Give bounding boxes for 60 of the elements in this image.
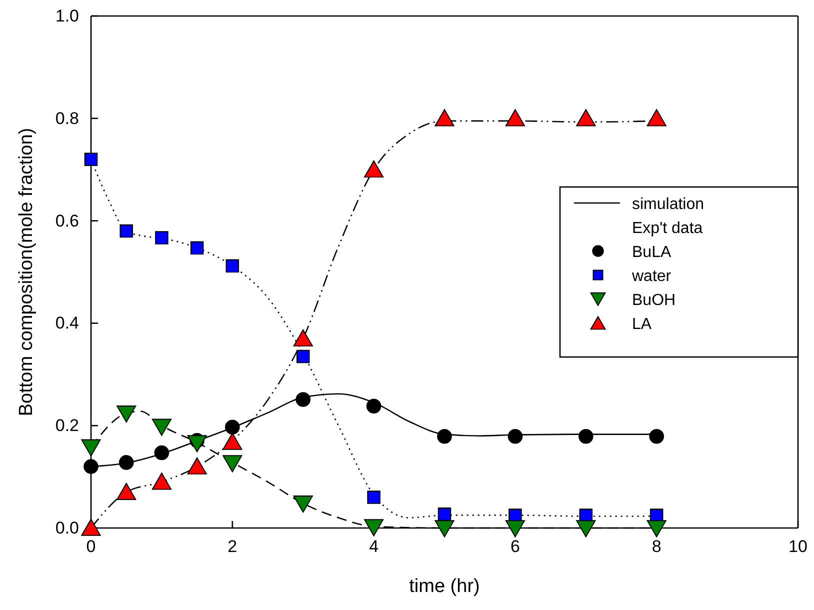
legend-label: BuLA: [632, 244, 672, 261]
legend-label: simulation: [632, 196, 704, 213]
x-tick-label: 10: [788, 537, 808, 556]
point: [646, 520, 666, 538]
point: [190, 241, 204, 255]
point: [293, 496, 313, 513]
y-tick-label: 0.0: [55, 518, 79, 538]
point: [367, 490, 380, 504]
point: [434, 520, 454, 538]
point: [224, 420, 240, 435]
y-tick-label: 0.2: [55, 416, 79, 436]
point: [364, 519, 384, 536]
point: [576, 109, 596, 126]
point: [296, 392, 311, 407]
point: [222, 432, 242, 450]
point: [116, 482, 136, 500]
point: [222, 455, 242, 472]
point: [508, 428, 523, 444]
legend-title: Exp't data: [632, 220, 703, 237]
x-axis-title: time (hr): [409, 576, 480, 597]
point: [505, 109, 526, 126]
point: [293, 329, 313, 346]
legend-label: BuOH: [632, 292, 676, 309]
point: [84, 152, 98, 166]
x-tick-label: 4: [369, 537, 379, 556]
point: [152, 472, 172, 490]
point: [187, 457, 207, 474]
point: [152, 418, 172, 436]
legend-label: LA: [632, 316, 652, 333]
x-tick-label: 2: [228, 537, 238, 556]
point: [81, 518, 101, 536]
point: [120, 224, 133, 238]
y-tick-label: 0.4: [55, 314, 79, 333]
point: [81, 439, 101, 456]
point: [84, 459, 98, 474]
point: [649, 428, 664, 444]
point: [434, 109, 454, 126]
point: [578, 428, 594, 444]
point: [187, 435, 207, 452]
point: [646, 109, 666, 126]
point: [154, 445, 170, 460]
point: [155, 231, 168, 244]
y-tick-label: 0.6: [55, 211, 79, 230]
y-tick-label: 1.0: [55, 6, 79, 26]
point: [118, 455, 134, 470]
point: [296, 350, 310, 364]
point: [364, 160, 384, 178]
x-tick-label: 6: [510, 537, 520, 556]
point: [366, 398, 382, 414]
point: [437, 428, 452, 444]
point: [116, 405, 136, 423]
point: [576, 520, 596, 538]
point: [505, 520, 526, 538]
y-axis-title: Bottom composition(mole fraction): [16, 128, 37, 416]
point: [438, 508, 452, 521]
legend-label: water: [631, 268, 672, 285]
point: [226, 259, 240, 272]
x-tick-label: 0: [86, 537, 96, 556]
y-tick-label: 0.8: [55, 108, 79, 128]
x-tick-label: 8: [652, 537, 662, 556]
